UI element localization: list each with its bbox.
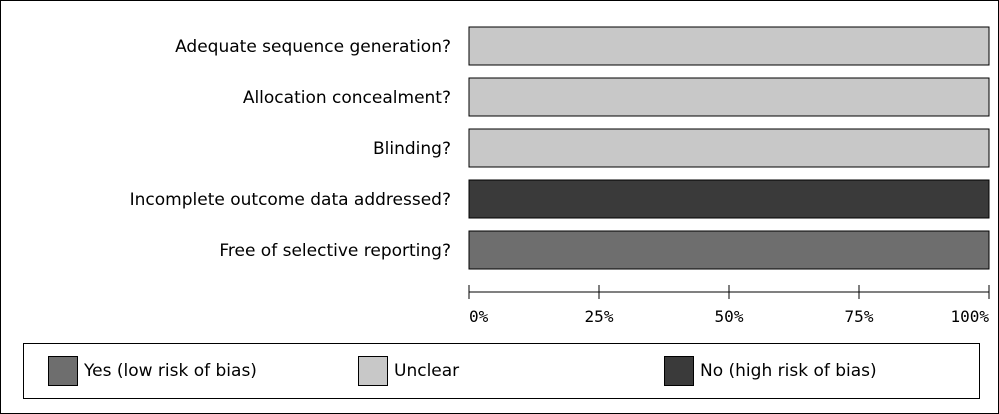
x-tick-label: 75% [845, 307, 874, 326]
bar-segment [468, 230, 990, 270]
legend-label-yes: Yes (low risk of bias) [84, 361, 257, 381]
x-tick-label: 100% [950, 307, 989, 326]
bar-segment [468, 77, 990, 117]
bar-segment [468, 26, 990, 66]
legend-label-no: No (high risk of bias) [700, 361, 877, 381]
legend-item-yes: Yes (low risk of bias) [48, 355, 257, 387]
legend-swatch-unclear [358, 356, 388, 386]
category-label: Free of selective reporting? [219, 241, 451, 261]
legend-item-unclear: Unclear [358, 355, 459, 387]
bar-chart: Adequate sequence generation? Allocation … [130, 26, 990, 326]
category-label: Allocation concealment? [243, 88, 451, 108]
category-label: Blinding? [373, 139, 451, 159]
legend-label-unclear: Unclear [394, 361, 460, 381]
x-tick-label: 0% [469, 307, 489, 326]
category-label: Adequate sequence generation? [175, 37, 451, 57]
category-label: Incomplete outcome data addressed? [130, 190, 451, 210]
bar-segment [468, 179, 990, 219]
x-tick-label: 25% [585, 307, 614, 326]
x-tick-label: 50% [715, 307, 744, 326]
legend-swatch-no [664, 356, 694, 386]
legend-item-no: No (high risk of bias) [664, 355, 877, 387]
legend: Yes (low risk of bias) Unclear No (high … [23, 343, 980, 399]
legend-swatch-yes [48, 356, 78, 386]
bar-segment [468, 128, 990, 168]
